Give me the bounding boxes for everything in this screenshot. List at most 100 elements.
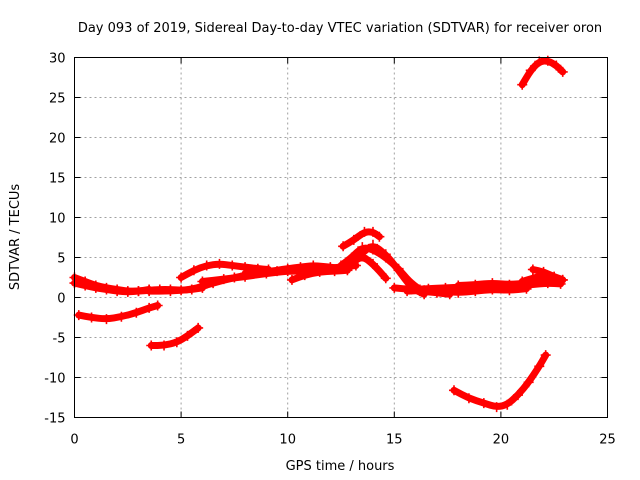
data-point: [193, 322, 204, 333]
data-point: [122, 286, 133, 297]
data-point: [348, 234, 359, 245]
x-tick-label: 15: [386, 433, 403, 448]
y-tick-label: -15: [44, 412, 65, 427]
series-arc-16: [414, 286, 455, 300]
grid: [74, 57, 608, 418]
series-curve: [241, 262, 347, 277]
data-point: [133, 286, 144, 297]
x-tick-label: 25: [599, 433, 616, 448]
data-point: [90, 282, 101, 293]
y-axis-label: SDTVAR / TECUs: [8, 184, 23, 291]
x-tick-label: 10: [279, 433, 296, 448]
series-arc-3: [73, 300, 163, 325]
data-point: [338, 241, 349, 252]
data-point: [502, 399, 513, 410]
data-point: [478, 398, 489, 409]
data-point: [431, 287, 442, 298]
series-curve: [454, 276, 565, 289]
y-tick-label: -5: [53, 332, 66, 347]
data-point: [131, 307, 142, 318]
data-point: [86, 312, 97, 323]
chart-title: Day 093 of 2019, Sidereal Day-to-day VTE…: [78, 21, 602, 36]
data-point: [314, 266, 325, 277]
data-point: [144, 302, 155, 313]
data-point: [227, 260, 238, 271]
y-tick-label: 5: [57, 252, 65, 267]
series-arc-9: [286, 265, 353, 285]
data-point: [549, 271, 560, 282]
data-point: [527, 273, 538, 284]
data-point: [171, 337, 182, 348]
data-point: [374, 231, 385, 242]
data-point: [308, 260, 319, 271]
data-point: [540, 350, 551, 361]
data-point: [295, 262, 306, 273]
plot-frame: [74, 57, 608, 418]
data-point: [336, 260, 346, 271]
x-tick-label: 5: [177, 433, 185, 448]
data-point: [176, 272, 187, 283]
data-point: [359, 226, 370, 237]
data-point: [342, 265, 353, 276]
data-point: [357, 250, 368, 261]
series-arc-19: [517, 270, 568, 287]
series-arc-4: [146, 322, 204, 351]
series-arc-20: [448, 350, 551, 413]
data-point: [380, 249, 391, 260]
axis-ticks: 0 5 10 15 20 25 -15 -10 -5 0 5 10 15 20 25 30: [44, 52, 616, 448]
data-point: [101, 284, 112, 295]
data-point: [557, 66, 568, 77]
data-point: [73, 310, 84, 321]
data-point: [512, 390, 523, 401]
data-point: [165, 286, 176, 297]
data-point: [159, 340, 170, 351]
data-point: [201, 260, 212, 271]
data-point: [329, 266, 340, 277]
data-point: [152, 300, 163, 311]
data-point: [346, 258, 357, 269]
data-point: [286, 274, 297, 285]
series-curve: [75, 302, 162, 323]
series-arc-21: [517, 55, 568, 90]
data-point: [218, 274, 229, 285]
data-point: [367, 239, 378, 250]
data-point: [214, 258, 225, 269]
data-point: [453, 280, 464, 291]
data-point: [523, 377, 534, 388]
y-tick-label: 15: [49, 172, 66, 187]
data-point: [470, 279, 481, 290]
data-point: [525, 65, 536, 76]
data-point: [551, 60, 562, 71]
data-point: [448, 385, 459, 396]
y-tick-label: 10: [49, 212, 66, 227]
data-point: [144, 286, 155, 297]
data-point: [557, 274, 568, 285]
data-point: [491, 402, 502, 413]
data-point: [197, 276, 208, 287]
data-point: [463, 393, 474, 404]
x-tick-label: 20: [493, 433, 510, 448]
data-point: [504, 279, 515, 290]
data-point: [380, 273, 391, 284]
data-point: [188, 265, 199, 276]
data-point: [367, 258, 378, 269]
data-point: [402, 286, 413, 297]
data-point: [299, 270, 310, 281]
series-arc-10: [338, 226, 385, 252]
data-point: [517, 276, 528, 287]
y-tick-label: 30: [49, 52, 66, 67]
data-point: [487, 278, 498, 289]
data-series: [69, 55, 568, 413]
data-point: [393, 265, 404, 276]
data-point: [261, 266, 272, 277]
data-point: [80, 280, 91, 291]
data-point: [534, 56, 545, 67]
data-point: [527, 264, 538, 275]
data-point: [182, 330, 193, 341]
data-point: [186, 284, 197, 295]
y-tick-label: 20: [49, 132, 66, 147]
y-tick-label: -10: [44, 372, 65, 387]
data-point: [538, 270, 549, 281]
data-point: [112, 286, 123, 297]
